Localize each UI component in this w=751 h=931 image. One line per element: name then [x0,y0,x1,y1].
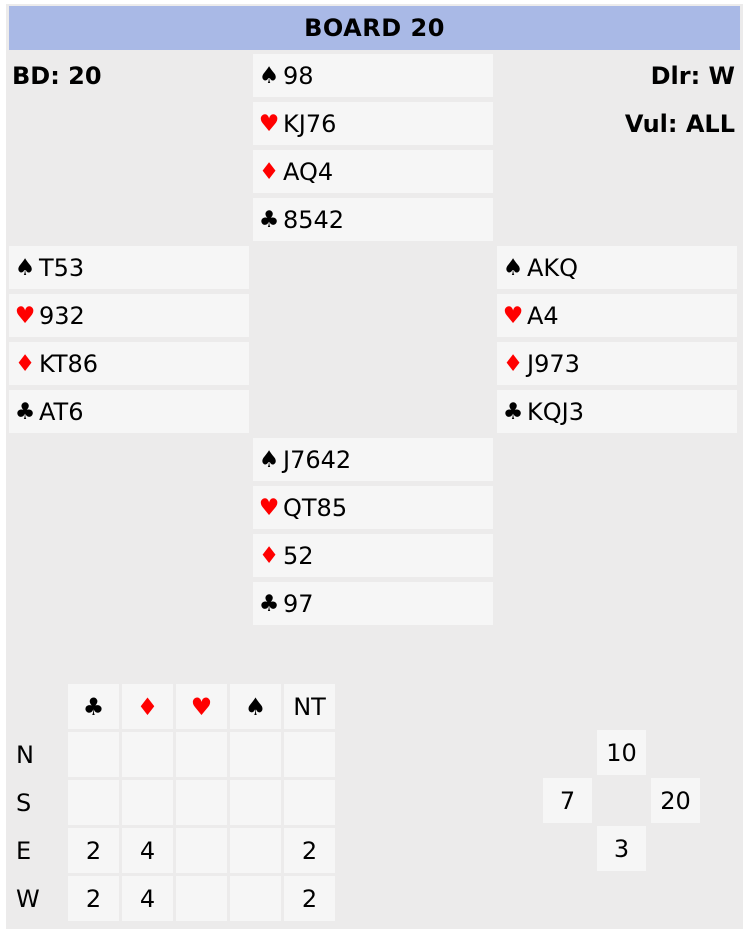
west-spades-cards: T53 [39,253,85,282]
table-cell: 2 [68,876,119,921]
south-hearts: ♥ QT85 [253,486,493,529]
table-cell: 2 [68,828,119,873]
spade-icon: ♠ [258,446,280,473]
south-spades: ♠ J7642 [253,438,493,481]
table-cell [68,780,119,825]
spades-column-header: ♠ [230,684,281,729]
table-cell: 4 [122,876,173,921]
east-clubs: ♣ KQJ3 [497,390,737,433]
table-cell [284,732,335,777]
vulnerability-label: Vul: ALL [624,110,735,138]
east-spades-cards: AKQ [527,253,579,282]
heart-icon: ♥ [258,494,280,521]
south-clubs: ♣ 97 [253,582,493,625]
east-diamonds-cards: J973 [527,349,580,378]
table-cell [230,780,281,825]
club-icon: ♣ [258,590,280,617]
table-cell [176,876,227,921]
diamond-icon: ♦ [258,542,280,569]
spade-icon: ♠ [258,62,280,89]
board-number: BD: 20 [12,62,102,90]
heart-icon: ♥ [14,302,36,329]
table-cell [176,732,227,777]
north-spades-cards: 98 [283,61,314,90]
table-cell [176,780,227,825]
table-cell: 4 [122,828,173,873]
row-label-west: W [16,884,40,913]
north-hearts: ♥ KJ76 [253,102,493,145]
west-diamonds: ♦ KT86 [9,342,249,385]
table-cell [68,732,119,777]
heart-icon: ♥ [502,302,524,329]
west-clubs-cards: AT6 [39,397,84,426]
points-south: 3 [597,826,646,871]
east-clubs-cards: KQJ3 [527,397,584,426]
east-diamonds: ♦ J973 [497,342,737,385]
west-diamonds-cards: KT86 [39,349,99,378]
north-clubs-cards: 8542 [283,205,345,234]
notrump-column-header: NT [284,684,335,729]
row-label-east: E [16,836,32,865]
diamonds-column-header: ♦ [122,684,173,729]
points-east: 20 [651,778,700,823]
table-cell [176,828,227,873]
north-diamonds-cards: AQ4 [283,157,334,186]
east-hearts: ♥ A4 [497,294,737,337]
west-clubs: ♣ AT6 [9,390,249,433]
south-clubs-cards: 97 [283,589,314,618]
table-cell [122,732,173,777]
south-diamonds: ♦ 52 [253,534,493,577]
hearts-column-header: ♥ [176,684,227,729]
north-clubs: ♣ 8542 [253,198,493,241]
table-cell: 2 [284,876,335,921]
points-west: 7 [543,778,592,823]
heart-icon: ♥ [258,110,280,137]
diamond-icon: ♦ [258,158,280,185]
south-spades-cards: J7642 [283,445,352,474]
south-diamonds-cards: 52 [283,541,314,570]
south-hearts-cards: QT85 [283,493,348,522]
west-spades: ♠ T53 [9,246,249,289]
club-icon: ♣ [502,398,524,425]
club-icon: ♣ [258,206,280,233]
dealer-label: Dlr: W [650,62,735,90]
north-spades: ♠ 98 [253,54,493,97]
spade-icon: ♠ [502,254,524,281]
spade-icon: ♠ [14,254,36,281]
row-label-north: N [16,740,34,769]
east-hearts-cards: A4 [527,301,559,330]
east-spades: ♠ AKQ [497,246,737,289]
board-panel: BOARD 20 BD: 20 Dlr: W Vul: ALL ♠ 98 ♥ K… [6,4,743,929]
table-cell [230,828,281,873]
row-label-south: S [16,788,32,817]
clubs-column-header: ♣ [68,684,119,729]
table-cell [230,876,281,921]
north-diamonds: ♦ AQ4 [253,150,493,193]
board-title: BOARD 20 [9,6,740,50]
north-hearts-cards: KJ76 [283,109,337,138]
diamond-icon: ♦ [14,350,36,377]
west-hearts-cards: 932 [39,301,85,330]
west-hearts: ♥ 932 [9,294,249,337]
club-icon: ♣ [14,398,36,425]
table-cell [122,780,173,825]
table-cell [230,732,281,777]
table-cell: 2 [284,828,335,873]
diamond-icon: ♦ [502,350,524,377]
points-north: 10 [597,730,646,775]
table-cell [284,780,335,825]
